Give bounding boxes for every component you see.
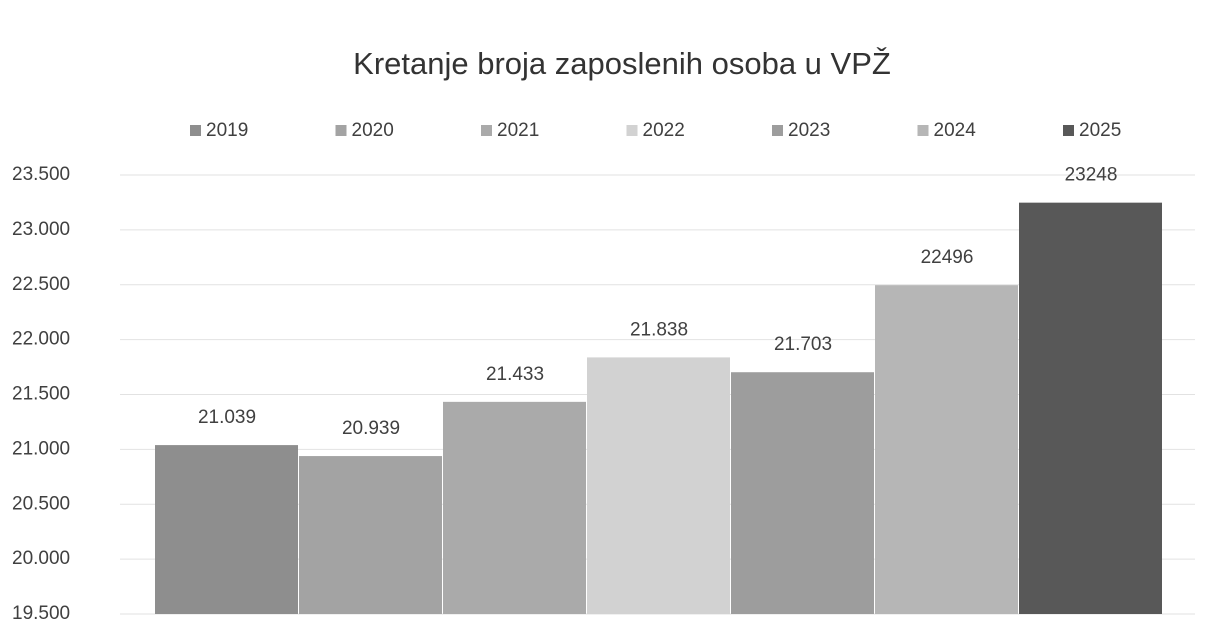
- y-tick-label: 22.500: [12, 274, 70, 295]
- y-tick-label: 19.500: [12, 603, 70, 624]
- legend-label: 2021: [497, 120, 539, 141]
- y-tick-label: 23.500: [12, 164, 70, 185]
- legend-swatch: [335, 125, 347, 136]
- legend-label: 2022: [643, 120, 685, 141]
- data-label: 21.433: [486, 364, 544, 385]
- bar: [299, 456, 442, 614]
- legend-swatch: [481, 125, 492, 136]
- bar: [443, 401, 586, 614]
- data-label: 21.838: [630, 319, 688, 340]
- bar: [1019, 202, 1162, 615]
- legend-swatch: [917, 125, 929, 136]
- legend-swatch: [772, 125, 783, 136]
- bar: [587, 357, 730, 614]
- data-label: 22496: [921, 247, 974, 268]
- legend-label: 2020: [352, 120, 394, 141]
- legend-label: 2024: [934, 120, 977, 141]
- legend-swatch: [1063, 125, 1074, 136]
- data-label: 23248: [1065, 165, 1118, 186]
- chart-title: Kretanje broja zaposlenih osoba u VPŽ: [353, 46, 891, 81]
- legend-swatch: [190, 125, 201, 136]
- y-tick-label: 20.000: [12, 548, 70, 569]
- data-label: 20.939: [342, 418, 400, 439]
- y-tick-label: 21.000: [12, 438, 70, 459]
- legend-label: 2023: [788, 120, 830, 141]
- y-tick-label: 23.000: [12, 219, 70, 240]
- bar: [875, 285, 1018, 614]
- bar: [731, 372, 874, 614]
- y-tick-label: 22.000: [12, 329, 70, 350]
- legend-label: 2019: [206, 120, 248, 141]
- y-tick-label: 20.500: [12, 493, 70, 514]
- y-tick-label: 21.500: [12, 384, 70, 405]
- legend-swatch: [626, 125, 638, 136]
- bar: [155, 445, 298, 614]
- data-label: 21.039: [198, 407, 256, 428]
- data-label: 21.703: [774, 334, 832, 355]
- legend-label: 2025: [1079, 120, 1121, 141]
